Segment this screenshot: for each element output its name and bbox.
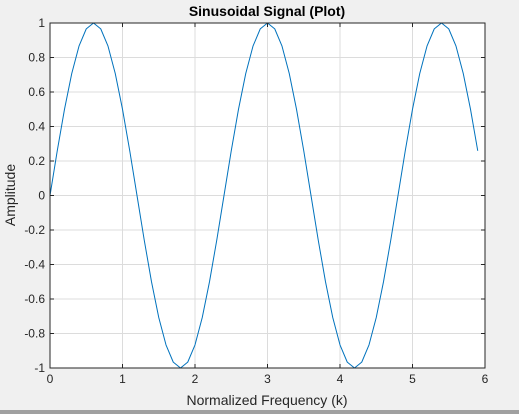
y-tick-label: 0 xyxy=(38,189,45,203)
window-bottom-border xyxy=(0,410,519,414)
x-tick-label: 6 xyxy=(482,372,489,386)
y-tick-label: -0.2 xyxy=(24,223,45,237)
x-tick-label: 1 xyxy=(119,372,126,386)
series-layer xyxy=(49,22,479,369)
x-tick-label: 0 xyxy=(47,372,54,386)
y-tick-label: 0.8 xyxy=(28,51,45,65)
y-tick-label: 0.2 xyxy=(28,154,45,168)
x-tick-label: 3 xyxy=(264,372,271,386)
x-tick-label: 2 xyxy=(192,372,199,386)
y-tick-label: -1 xyxy=(34,361,45,375)
series-line xyxy=(49,22,479,369)
x-axis-label: Normalized Frequency (k) xyxy=(186,392,347,408)
y-tick-label: -0.8 xyxy=(24,327,45,341)
x-tick-label: 5 xyxy=(409,372,416,386)
x-tick-label: 4 xyxy=(337,372,344,386)
y-tick-label: 1 xyxy=(38,16,45,30)
y-tick-label: 0.4 xyxy=(28,120,45,134)
ticks: 0 1 2 3 4 5 6 1 0.8 0.6 0.4 0.2 0 -0.2 -0.4 -0.6 -0.8 -1 xyxy=(24,16,488,386)
y-axis-label: Amplitude xyxy=(2,164,18,226)
y-tick-label: 0.6 xyxy=(28,85,45,99)
y-tick-label: -0.4 xyxy=(24,258,45,272)
chart-title: Sinusoidal Signal (Plot) xyxy=(189,3,345,19)
y-tick-label: -0.6 xyxy=(24,292,45,306)
